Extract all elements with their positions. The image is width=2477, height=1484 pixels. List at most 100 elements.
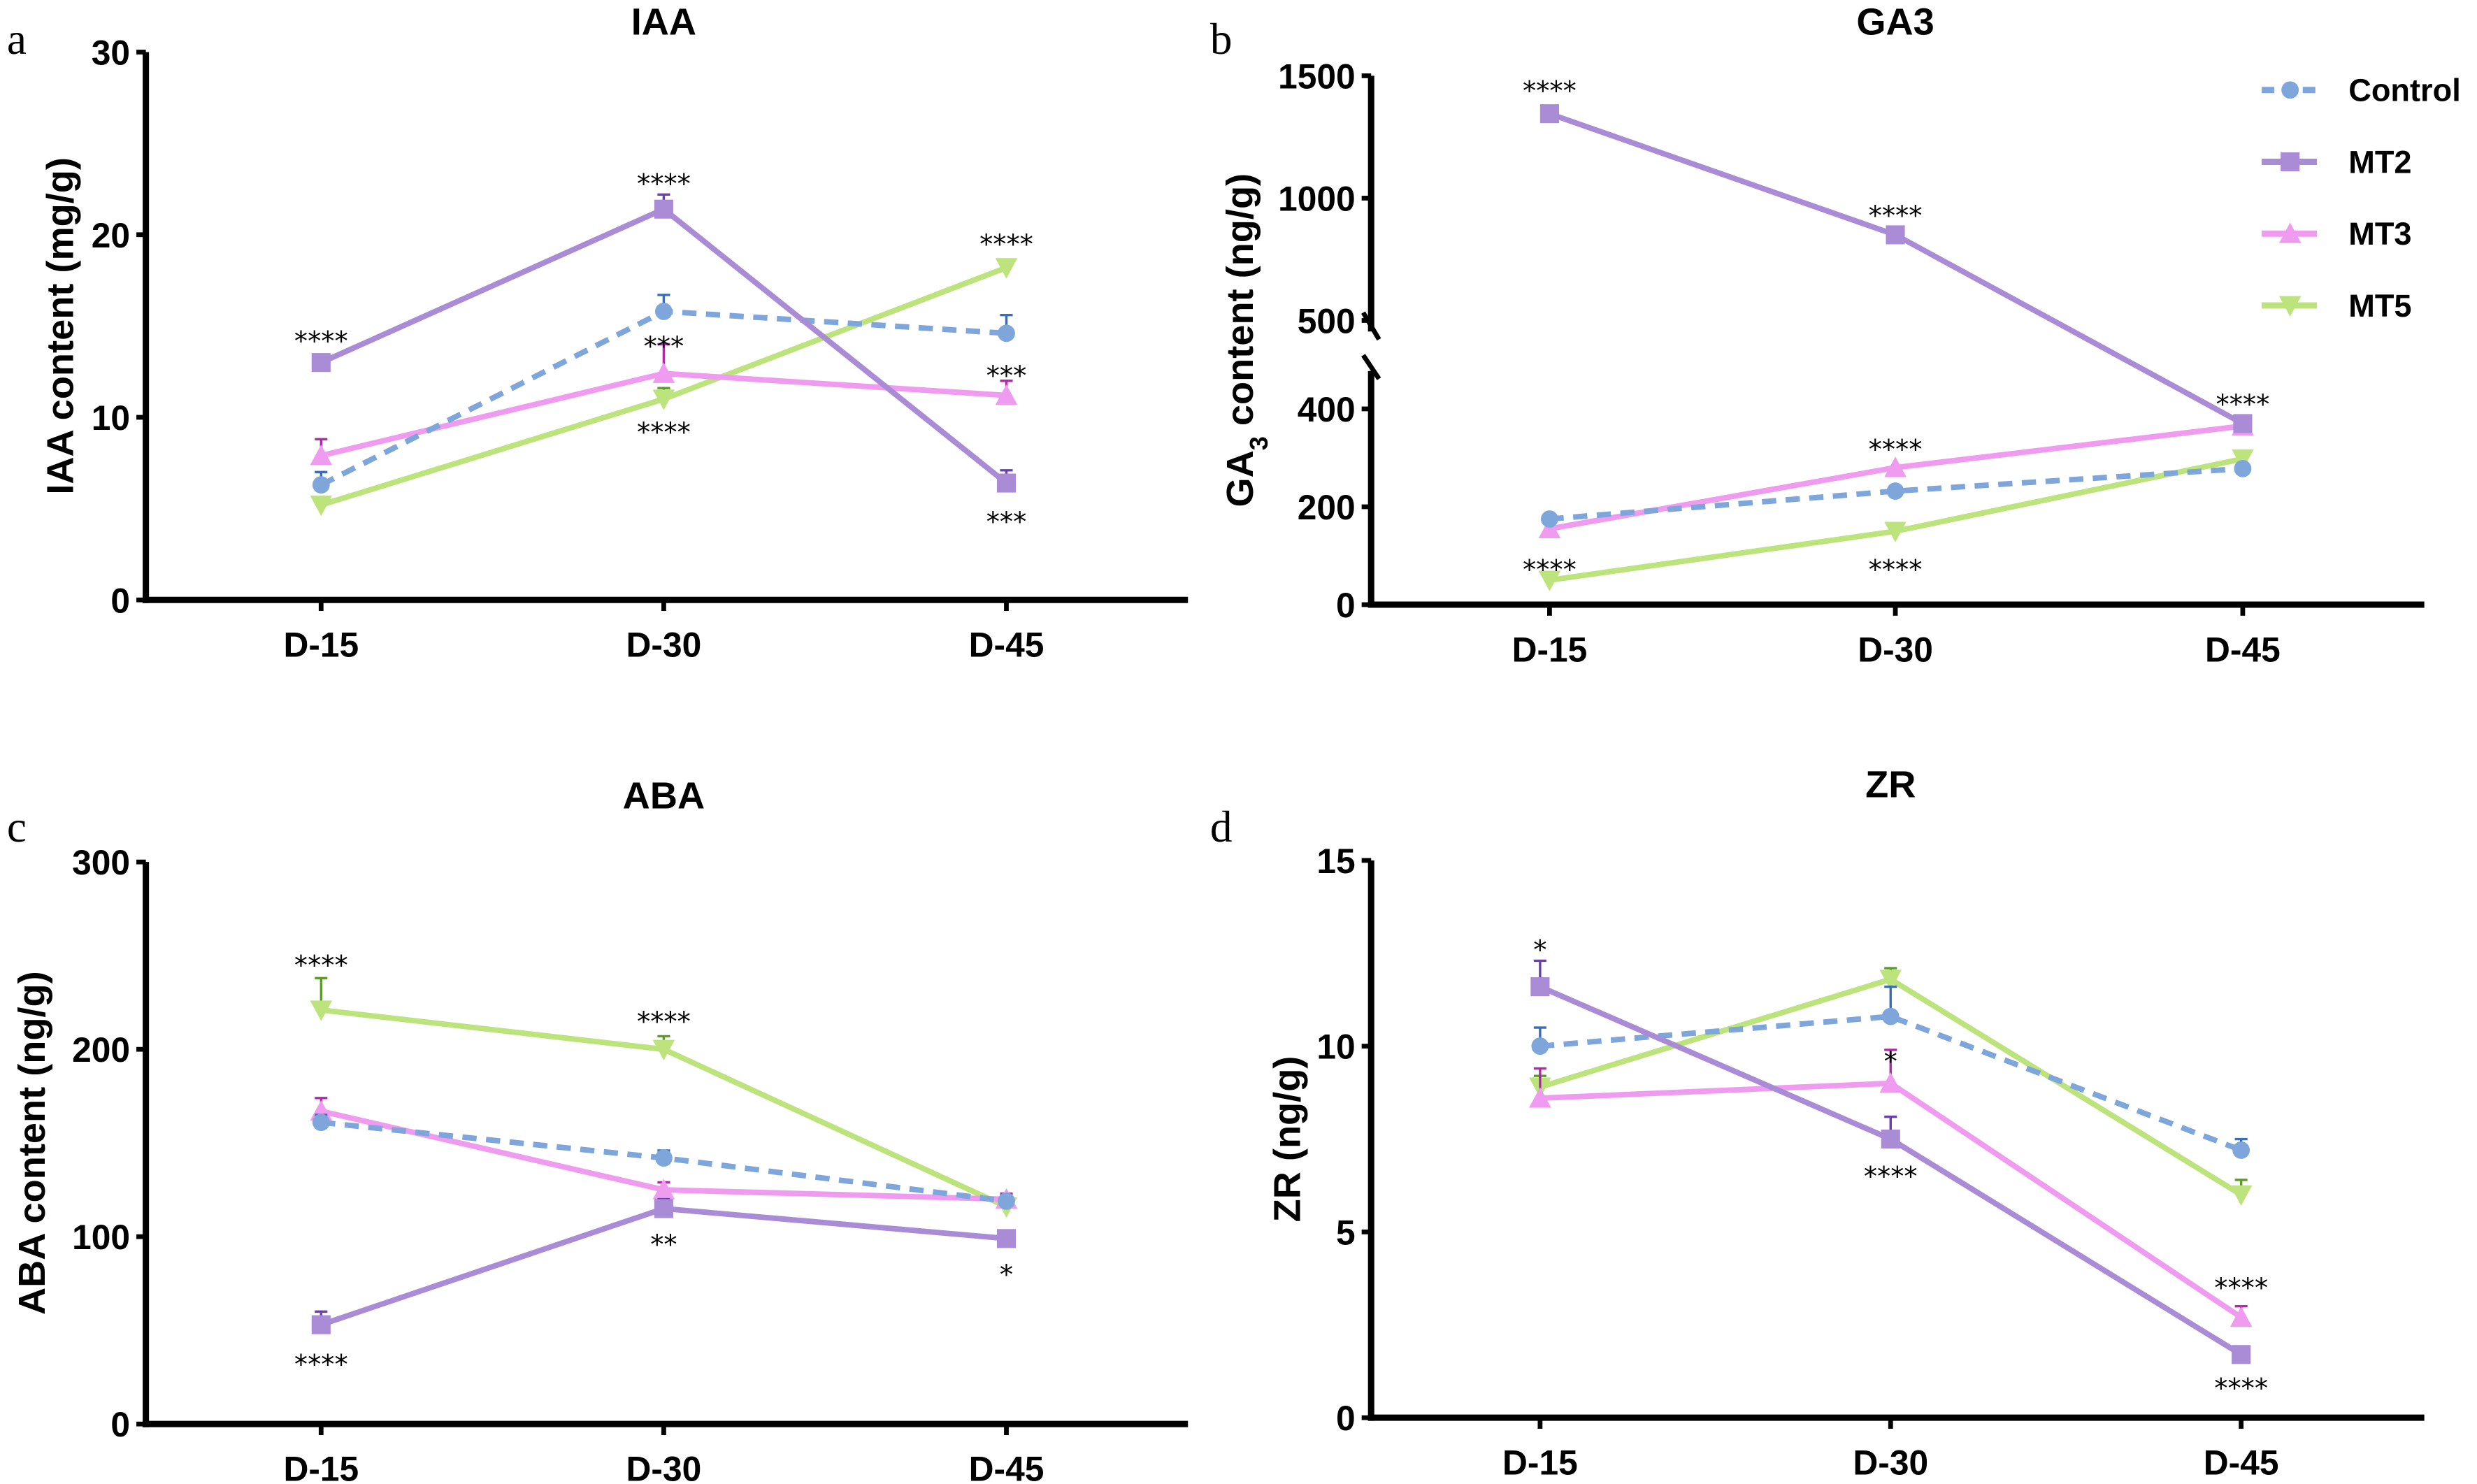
x-tick-label: D-15 xyxy=(283,626,359,665)
significance-label: **** xyxy=(1869,200,1923,231)
series-mt2 xyxy=(311,1197,1017,1334)
marker-mt2 xyxy=(311,1315,331,1334)
marker-control xyxy=(654,303,673,320)
y-axis-label: ZR (ng/g) xyxy=(1267,1056,1309,1223)
significance-label: * xyxy=(1884,1046,1897,1077)
significance-label: **** xyxy=(2216,389,2270,421)
legend-label: Control xyxy=(2348,73,2461,108)
significance-label: **** xyxy=(294,326,348,357)
y-tick-label: 0 xyxy=(1336,1399,1356,1438)
marker-mt2 xyxy=(996,1229,1017,1248)
x-tick-label: D-45 xyxy=(969,1449,1044,1484)
y-tick-label: 200 xyxy=(72,1030,130,1069)
significance-label: **** xyxy=(1523,554,1577,586)
x-tick-label: D-15 xyxy=(283,1449,359,1484)
y-tick-label: 300 xyxy=(72,843,130,882)
significance-label: **** xyxy=(637,417,691,448)
significance-label: ** xyxy=(650,1229,677,1260)
marker-mt2 xyxy=(996,473,1017,493)
marker-control xyxy=(312,476,330,494)
y-tick-label: 0 xyxy=(110,1405,130,1444)
significance-label: *** xyxy=(644,331,684,363)
x-tick-label: D-30 xyxy=(626,1449,702,1484)
marker-control xyxy=(1531,1037,1549,1056)
marker-mt5 xyxy=(310,495,333,517)
marker-control xyxy=(1541,510,1558,528)
marker-mt3 xyxy=(1884,456,1907,477)
marker-control xyxy=(312,1114,330,1132)
marker-mt3 xyxy=(995,384,1018,405)
legend-label: MT5 xyxy=(2348,288,2411,324)
marker-mt2 xyxy=(2281,152,2300,172)
significance-label: * xyxy=(1533,935,1546,966)
significance-label: **** xyxy=(294,950,348,981)
axis-break-gap xyxy=(1658,320,1753,377)
chart-title: IAA xyxy=(631,1,696,43)
marker-mt5 xyxy=(1879,970,1902,990)
panel-b: b GA3 GA3 content (ng/g) 0 200 400 500 1000 1500… xyxy=(1210,1,2425,669)
y-tick-label: 0 xyxy=(110,581,130,620)
marker-control xyxy=(2232,1141,2250,1159)
series-mt2 xyxy=(1539,104,2253,433)
marker-mt3 xyxy=(2230,1306,2253,1327)
marker-control xyxy=(654,1149,673,1167)
significance-label: **** xyxy=(1523,75,1577,107)
axis-break-mark xyxy=(1361,354,1381,380)
subscript: 3 xyxy=(1244,436,1272,450)
panel-letter: b xyxy=(1210,15,1233,64)
marker-mt5 xyxy=(2278,296,2302,317)
marker-mt2 xyxy=(1886,225,1905,245)
significance-label: *** xyxy=(986,360,1027,391)
marker-mt3 xyxy=(2278,222,2302,243)
marker-mt2 xyxy=(1530,977,1550,997)
chart-title: ABA xyxy=(623,775,705,816)
y-tick-label: 400 xyxy=(1298,390,1356,429)
marker-control xyxy=(1881,1007,1900,1025)
series-mt5 xyxy=(310,258,1018,517)
marker-mt2 xyxy=(311,353,331,373)
series-control xyxy=(1531,985,2250,1159)
marker-control xyxy=(2234,459,2252,477)
significance-label: **** xyxy=(1869,554,1923,586)
marker-mt2 xyxy=(1539,104,1559,124)
x-tick-label: D-15 xyxy=(1512,630,1588,669)
marker-mt5 xyxy=(310,1000,333,1021)
panel-letter: c xyxy=(7,802,27,851)
y-tick-label: 500 xyxy=(1298,302,1356,341)
marker-control xyxy=(1886,482,1904,500)
legend-label: MT2 xyxy=(2348,144,2411,180)
marker-mt5 xyxy=(1538,570,1561,591)
x-tick-label: D-30 xyxy=(1853,1443,1928,1482)
y-tick-label: 30 xyxy=(92,34,130,73)
series-mt3 xyxy=(1529,1049,2253,1327)
significance-label: **** xyxy=(294,1349,348,1381)
legend-label: MT3 xyxy=(2348,216,2411,252)
marker-mt2 xyxy=(654,1199,673,1218)
significance-label: *** xyxy=(986,506,1027,538)
significance-label: **** xyxy=(979,229,1033,260)
x-tick-label: D-30 xyxy=(1858,630,1933,669)
marker-mt5 xyxy=(2232,449,2254,470)
marker-control xyxy=(998,1192,1015,1210)
marker-mt2 xyxy=(2233,414,2253,433)
significance-label: **** xyxy=(2214,1273,2268,1304)
y-tick-label: 10 xyxy=(1316,1028,1355,1067)
marker-mt3 xyxy=(1529,1087,1551,1108)
series-control xyxy=(1541,459,2252,528)
marker-mt5 xyxy=(2230,1185,2253,1206)
series-control xyxy=(312,294,1015,494)
chart-title: ZR xyxy=(1865,764,1916,806)
series-line xyxy=(1549,110,2244,426)
x-tick-label: D-45 xyxy=(2204,1443,2279,1482)
panel-a: a IAA IAA content (mg/g) 0 10 20 30 D-15 D-30 D-4… xyxy=(7,1,1189,665)
marker-mt2 xyxy=(654,199,673,219)
x-tick-label: D-15 xyxy=(1502,1443,1578,1482)
marker-mt3 xyxy=(1879,1072,1902,1093)
series-mt2 xyxy=(311,193,1017,493)
y-tick-label: 20 xyxy=(92,216,130,255)
series-mt2 xyxy=(1530,959,2251,1364)
panel-c: c ABA ABA content (ng/g) 0 100 200 300 D-15 D-30… xyxy=(7,775,1189,1484)
marker-control xyxy=(2281,81,2299,99)
marker-control xyxy=(998,324,1015,343)
